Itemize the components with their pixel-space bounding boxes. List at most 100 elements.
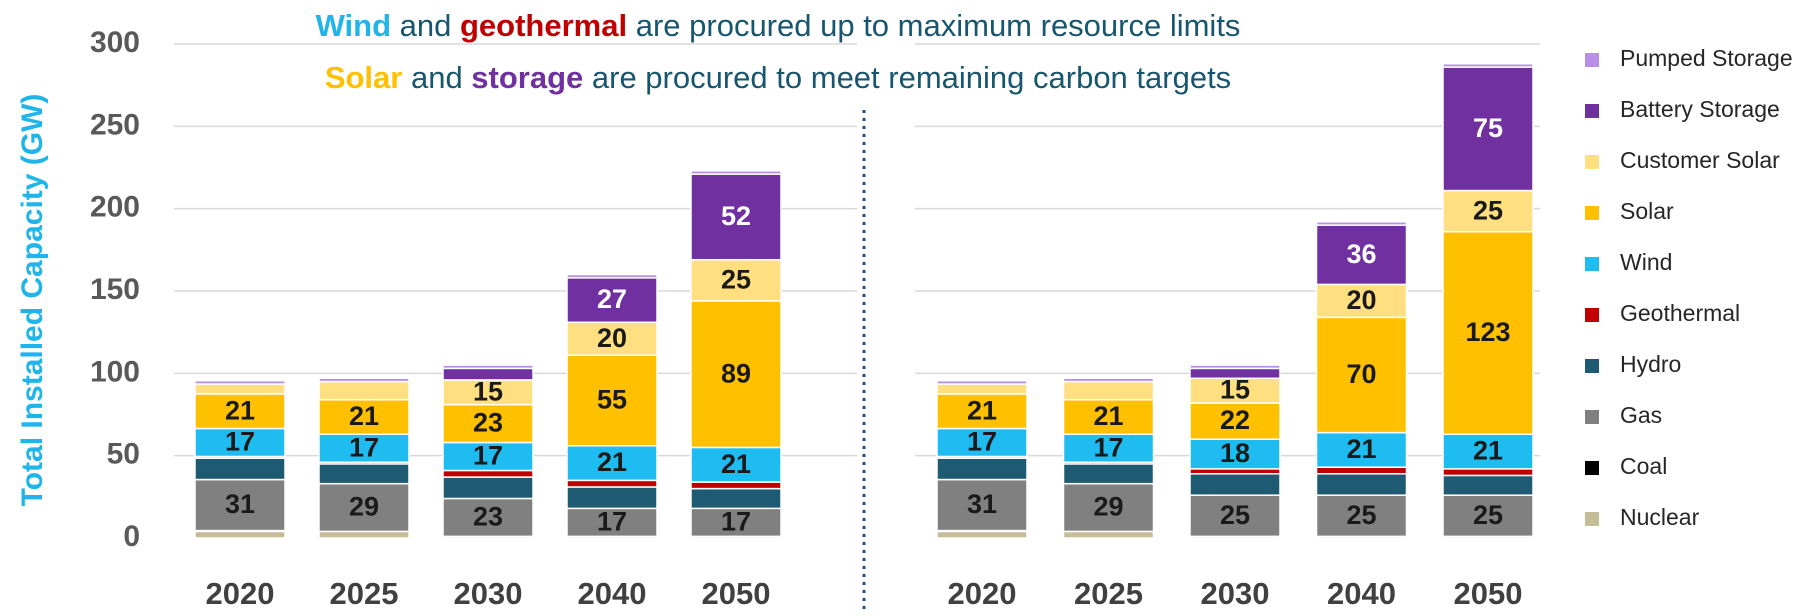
- legend-swatch: [1585, 206, 1599, 220]
- bar-segment: [442, 403, 534, 444]
- bar-segment: [1442, 66, 1534, 192]
- bar-segment: [442, 367, 534, 381]
- bar-segment: [1442, 433, 1534, 470]
- bar-segment: [690, 300, 782, 449]
- legend-swatch: [1585, 512, 1599, 526]
- bar-segment: [1062, 398, 1155, 436]
- bar-segment: [194, 530, 286, 539]
- legend-swatch: [1585, 359, 1599, 373]
- title-part: are procured up to maximum resource limi…: [627, 8, 1240, 43]
- bar-segment: [936, 383, 1028, 395]
- bar-segment: [194, 379, 286, 385]
- x-tick-label: 2050: [1454, 576, 1523, 611]
- title-part: storage: [471, 60, 583, 95]
- bar-segment: [566, 445, 658, 482]
- data-label: 25: [1473, 500, 1503, 530]
- data-label: 21: [349, 401, 379, 431]
- bar-segment: [1442, 189, 1534, 233]
- data-label: 15: [1220, 375, 1250, 405]
- data-label: 22: [1220, 405, 1250, 435]
- bar-segment: [566, 354, 658, 447]
- x-tick-label: 2030: [454, 576, 523, 611]
- data-label: 17: [473, 441, 503, 471]
- bar-segment: [1315, 283, 1408, 319]
- bar-segment: [318, 530, 410, 539]
- legend-label: Gas: [1620, 402, 1662, 428]
- bar-segment: [318, 398, 410, 436]
- y-tick-label: 150: [90, 273, 140, 306]
- title-part: Solar: [325, 60, 403, 95]
- bar-segment: [936, 457, 1028, 481]
- bar-segment: [1189, 438, 1281, 470]
- chart-title-line: Solar and storage are procured to meet r…: [325, 60, 1231, 95]
- bar-segment: [194, 457, 286, 481]
- legend-swatch: [1585, 410, 1599, 424]
- data-label: 17: [967, 427, 997, 457]
- y-axis-title: Total Installed Capacity (GW): [16, 94, 49, 507]
- legend-label: Wind: [1620, 249, 1672, 275]
- data-label: 15: [473, 376, 503, 406]
- legend-label: Nuclear: [1620, 504, 1700, 530]
- bar-segment: [1315, 466, 1408, 475]
- bar-segment: [1062, 530, 1155, 539]
- data-label: 21: [967, 395, 997, 425]
- bar-segment: [1189, 377, 1281, 404]
- y-tick-label: 200: [90, 191, 140, 224]
- data-label: 25: [1346, 500, 1376, 530]
- x-tick-label: 2020: [206, 576, 275, 611]
- data-label: 17: [1093, 432, 1123, 462]
- legend-label: Pumped Storage: [1620, 45, 1793, 71]
- x-tick-label: 2050: [702, 576, 771, 611]
- bar-segment: [690, 487, 782, 510]
- y-tick-label: 50: [107, 438, 140, 471]
- title-part: are procured to meet remaining carbon ta…: [583, 60, 1231, 95]
- bar-segment: [1189, 367, 1281, 380]
- legend-label: Solar: [1620, 198, 1674, 224]
- legend-label: Geothermal: [1620, 300, 1740, 326]
- legend-label: Hydro: [1620, 351, 1681, 377]
- data-label: 89: [721, 358, 751, 388]
- bar-segment: [566, 273, 658, 279]
- bar-segment: [1062, 463, 1155, 485]
- bar-segment: [442, 469, 534, 478]
- data-label: 52: [721, 201, 751, 231]
- data-label: 17: [721, 506, 751, 536]
- bar-segment: [442, 476, 534, 500]
- data-label: 20: [597, 323, 627, 353]
- data-label: 21: [1093, 401, 1123, 431]
- data-label: 29: [1093, 492, 1123, 522]
- bar-segment: [194, 393, 286, 430]
- data-label: 21: [597, 447, 627, 477]
- x-tick-label: 2040: [578, 576, 647, 611]
- data-label: 75: [1473, 113, 1503, 143]
- bar-segment: [1062, 377, 1155, 383]
- legend-swatch: [1585, 308, 1599, 322]
- y-tick-label: 100: [90, 355, 140, 388]
- data-label: 29: [349, 492, 379, 522]
- bar-segment: [936, 427, 1028, 458]
- bar-segment: [1315, 316, 1408, 434]
- chart-title-line: Wind and geothermal are procured up to m…: [316, 8, 1241, 43]
- bar-segment: [690, 481, 782, 490]
- bar-segment: [1062, 482, 1155, 533]
- data-label: 21: [721, 449, 751, 479]
- bar-segment: [194, 478, 286, 532]
- bar-segment: [566, 479, 658, 488]
- data-label: 31: [225, 489, 255, 519]
- data-label: 18: [1220, 438, 1250, 468]
- bar-segment: [566, 486, 658, 510]
- bar-segment: [1315, 473, 1408, 496]
- bar-segment: [318, 433, 410, 464]
- legend-label: Battery Storage: [1620, 96, 1780, 122]
- bar-segment: [1062, 433, 1155, 464]
- data-label: 21: [225, 395, 255, 425]
- bar-segment: [442, 497, 534, 538]
- bar-segment: [690, 170, 782, 175]
- bar-segment: [1189, 473, 1281, 496]
- data-label: 23: [473, 502, 503, 532]
- y-tick-label: 300: [90, 26, 140, 59]
- legend-swatch: [1585, 257, 1599, 271]
- data-label: 25: [1220, 500, 1250, 530]
- bar-segment: [936, 393, 1028, 430]
- title-part: geothermal: [460, 8, 627, 43]
